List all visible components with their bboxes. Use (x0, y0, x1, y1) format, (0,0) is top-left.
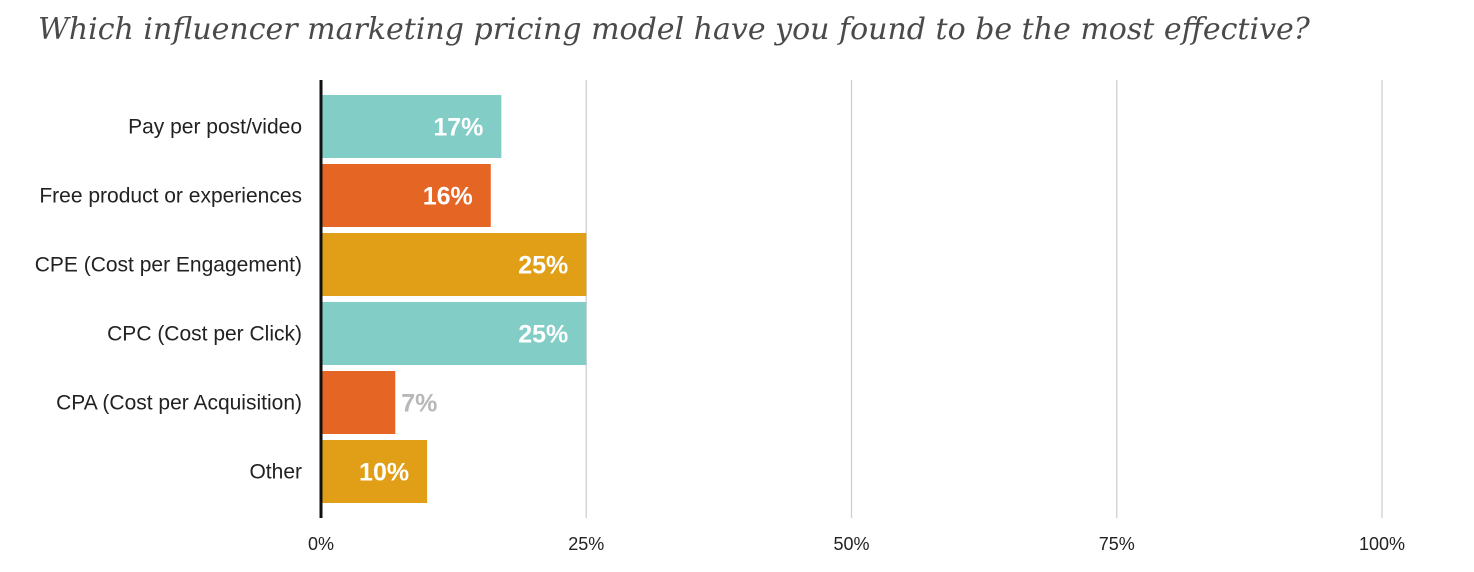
x-tick-label: 75% (1099, 534, 1135, 554)
category-label: Free product or experiences (39, 185, 302, 208)
category-label: Pay per post/video (128, 116, 302, 139)
category-label: Other (249, 461, 302, 484)
x-tick-label: 25% (568, 534, 604, 554)
x-tick-label: 50% (833, 534, 869, 554)
value-label: 25% (518, 321, 568, 349)
category-label: CPE (Cost per Engagement) (35, 254, 302, 277)
chart-title: Which influencer marketing pricing model… (38, 12, 1310, 47)
category-label: CPC (Cost per Click) (107, 323, 302, 346)
value-label: 25% (518, 252, 568, 280)
category-label: CPA (Cost per Acquisition) (56, 392, 302, 415)
value-label: 7% (401, 390, 437, 418)
category-labels: Pay per post/video Free product or experi… (35, 116, 302, 484)
value-label: 10% (359, 459, 409, 487)
x-tick-label: 100% (1359, 534, 1405, 554)
bar (321, 302, 587, 365)
gridlines (585, 80, 1383, 518)
value-label: 16% (423, 183, 473, 211)
bar (321, 95, 502, 158)
bar (321, 164, 491, 227)
x-tick-label: 0% (308, 534, 334, 554)
bar (321, 233, 587, 296)
bar (321, 371, 396, 434)
x-axis-ticks: 0% 25% 50% 75% 100% (308, 534, 1405, 554)
bars (321, 95, 587, 503)
value-labels: 17% 16% 25% 25% 7% 10% (359, 114, 568, 487)
bar (321, 440, 428, 503)
value-label: 17% (433, 114, 483, 142)
